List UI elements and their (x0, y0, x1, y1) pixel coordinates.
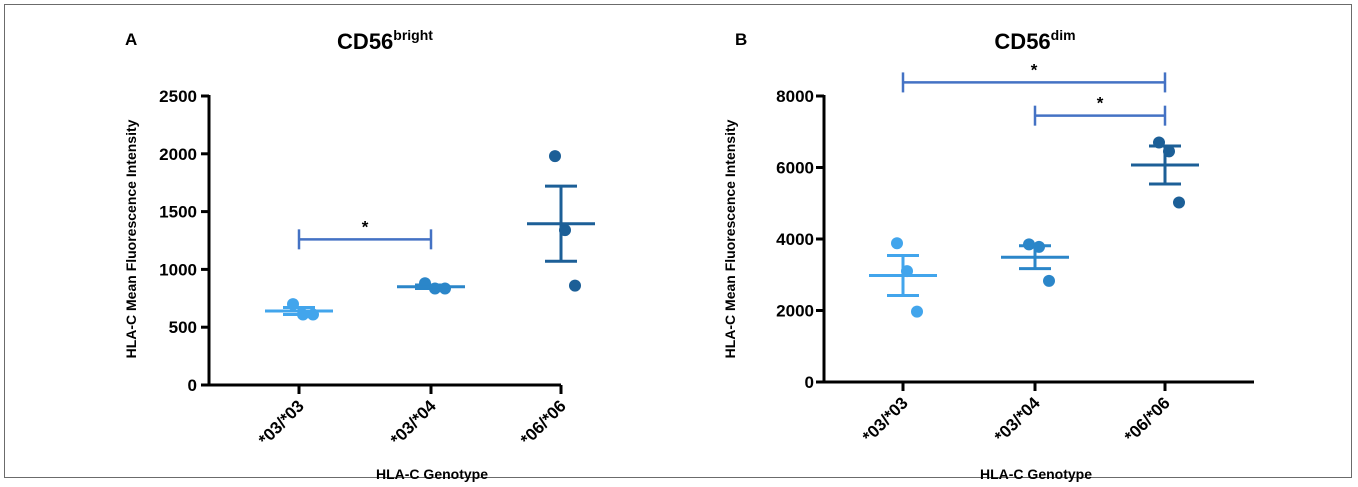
data-point (559, 224, 571, 237)
x-axis-title: HLA-C Genotype (980, 466, 1092, 482)
data-point (569, 279, 581, 292)
panel-label: B (735, 30, 747, 49)
chart-title-sup: bright (393, 27, 433, 43)
data-point (287, 298, 299, 311)
y-axis-title: HLA-C Mean Fluorescence Intensity (722, 119, 738, 358)
data-point (1043, 274, 1055, 287)
y-tick-label: 2000 (776, 302, 814, 321)
data-point (549, 150, 561, 163)
chart-title-main: CD56 (337, 29, 393, 54)
significance-star: * (362, 217, 369, 236)
x-category-label: *03/*03 (255, 396, 308, 449)
y-tick-label: 0 (188, 376, 197, 395)
y-tick-label: 1000 (159, 260, 197, 279)
data-point (911, 305, 923, 318)
x-category-label: *06/*06 (517, 396, 570, 449)
panel-label: A (125, 30, 137, 49)
significance-star: * (1031, 60, 1038, 79)
chart-title-main: CD56 (994, 29, 1050, 54)
y-tick-label: 1500 (159, 203, 197, 222)
data-point (891, 237, 903, 250)
chart-cd56-bright: A CD56bright 0 500 1000 1500 2000 2500 *03/*03 *0… (123, 27, 595, 482)
chart-title-sup: dim (1051, 27, 1076, 43)
data-point (439, 282, 451, 295)
chart-title: CD56dim (994, 27, 1075, 54)
y-tick-label: 6000 (776, 159, 814, 178)
data-point (1173, 196, 1185, 209)
data-point (1033, 240, 1045, 253)
data-point (1163, 145, 1175, 158)
y-tick-label: 2500 (159, 87, 197, 106)
chart-cd56-dim: B CD56dim 0 2000 4000 6000 8000 *03/*03 *03/*04 *… (722, 27, 1254, 482)
chart-title: CD56bright (337, 27, 433, 54)
figure-frame: A CD56bright 0 500 1000 1500 2000 2500 *03/*03 *0… (4, 4, 1352, 482)
x-category-label: *03/*04 (387, 396, 440, 449)
y-tick-label: 0 (805, 373, 814, 392)
significance-star: * (1097, 94, 1104, 113)
x-category-label: *06/*06 (1121, 393, 1174, 446)
y-tick-label: 4000 (776, 230, 814, 249)
y-tick-label: 8000 (776, 87, 814, 106)
data-point (1153, 136, 1165, 149)
x-category-label: *03/*03 (859, 393, 912, 446)
y-tick-label: 2000 (159, 145, 197, 164)
x-category-label: *03/*04 (991, 393, 1044, 446)
x-axis-title: HLA-C Genotype (376, 466, 488, 482)
y-tick-label: 500 (169, 318, 197, 337)
data-point (1023, 238, 1035, 251)
y-axis-title: HLA-C Mean Fluorescence Intensity (123, 119, 139, 358)
